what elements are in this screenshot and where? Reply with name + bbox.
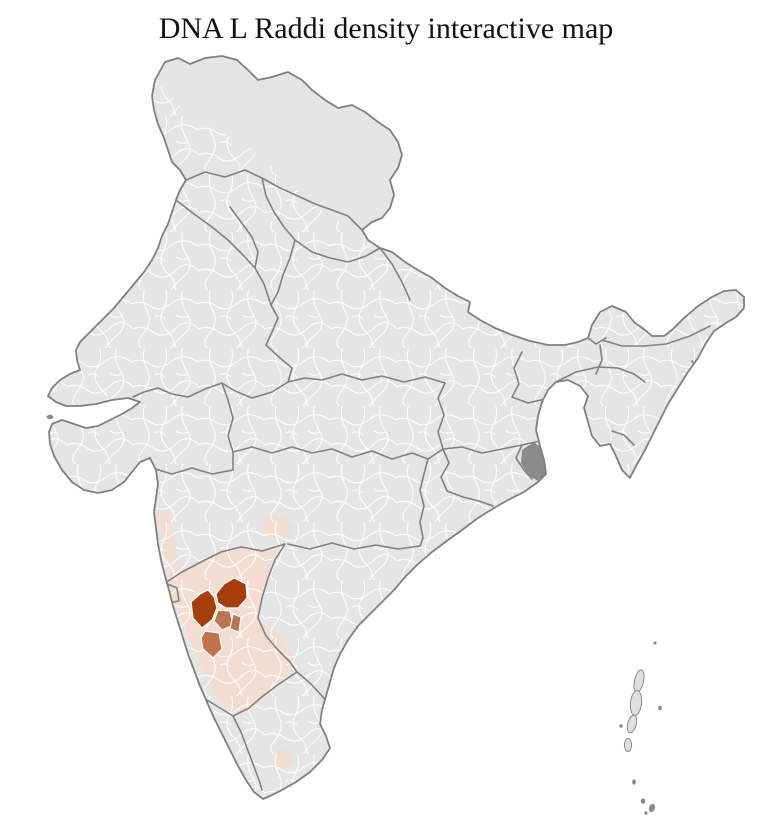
district-medium-2[interactable] xyxy=(200,630,223,659)
state-borders xyxy=(132,169,711,791)
island xyxy=(619,724,623,728)
island xyxy=(648,803,656,813)
high-density-districts[interactable] xyxy=(190,577,248,629)
island xyxy=(632,779,636,785)
island xyxy=(653,641,657,645)
state-border-south xyxy=(164,446,444,791)
medium-density-districts[interactable] xyxy=(200,609,242,659)
island xyxy=(640,798,646,804)
district-medium-3[interactable] xyxy=(229,613,242,633)
page-title: DNA L Raddi density interactive map xyxy=(158,12,614,45)
state-border-north xyxy=(175,169,411,306)
island xyxy=(658,705,662,711)
island xyxy=(623,738,633,752)
kashmir-plain-area xyxy=(155,56,402,230)
andaman-nicobar-islands xyxy=(619,641,662,815)
india-outline xyxy=(47,55,745,800)
kutch-islet xyxy=(46,414,54,420)
island xyxy=(629,690,643,716)
district-high-east[interactable] xyxy=(215,577,248,609)
island xyxy=(626,714,638,734)
island xyxy=(633,669,645,693)
district-medium-1[interactable] xyxy=(213,609,234,631)
state-border-west xyxy=(132,304,293,475)
district-high-west[interactable] xyxy=(190,589,218,629)
island xyxy=(644,811,648,815)
